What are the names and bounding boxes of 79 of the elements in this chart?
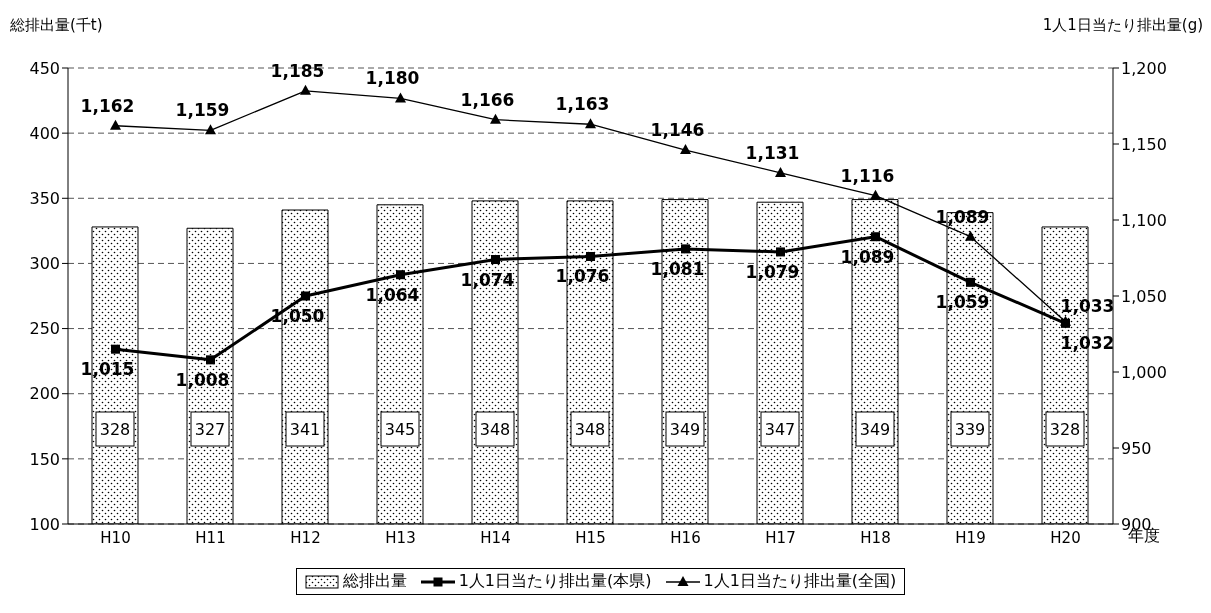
point <box>396 270 405 280</box>
x-tick-label: H12 <box>290 528 321 547</box>
legend-label: 1人1日当たり排出量(全国) <box>703 571 897 592</box>
point <box>585 118 596 129</box>
y-tick-label: 250 <box>29 319 60 339</box>
point <box>111 344 120 354</box>
point <box>775 166 786 177</box>
data-label: 1,159 <box>175 100 230 121</box>
point <box>776 247 785 257</box>
data-label: 1,185 <box>270 60 325 81</box>
data-label: 339 <box>954 420 986 439</box>
data-label: 1,059 <box>935 292 990 313</box>
y2-tick-label: 1,050 <box>1121 286 1167 306</box>
data-label: 328 <box>1049 420 1081 439</box>
point <box>586 251 595 261</box>
y-tick-label: 400 <box>29 123 60 143</box>
y2-tick-label: 1,100 <box>1121 210 1167 230</box>
y-tick-label: 150 <box>29 449 60 469</box>
data-label: 1,166 <box>460 89 515 110</box>
x-tick-label: H16 <box>670 528 701 547</box>
data-label: 1,015 <box>80 359 135 380</box>
y-axis-title: 総排出量(千t) <box>10 16 103 35</box>
y-tick-label: 300 <box>29 254 60 274</box>
data-label: 349 <box>669 420 701 439</box>
x-tick-label: H18 <box>860 528 891 547</box>
data-label: 345 <box>384 420 416 439</box>
point <box>206 355 215 365</box>
point <box>300 84 311 95</box>
y2-tick-label: 1,000 <box>1121 362 1167 382</box>
data-label: 1,116 <box>840 165 895 186</box>
x-tick-label: H14 <box>480 528 511 547</box>
y-tick-label: 200 <box>29 384 60 404</box>
legend-label: 総排出量 <box>342 571 407 592</box>
point <box>681 244 690 254</box>
data-label: 1,162 <box>80 95 135 116</box>
y2-tick-label: 1,150 <box>1121 134 1167 154</box>
x-tick-label: H13 <box>385 528 416 547</box>
point <box>110 119 121 130</box>
x-tick-label: H10 <box>100 528 131 547</box>
legend-label: 1人1日当たり排出量(本県) <box>458 571 652 592</box>
data-label: 1,180 <box>365 68 420 89</box>
data-label: 1,079 <box>745 261 800 282</box>
point <box>870 189 881 200</box>
data-label: 341 <box>289 420 321 439</box>
data-label: 1,081 <box>650 258 705 279</box>
data-label: 1,033 <box>1060 295 1115 316</box>
data-label: 1,089 <box>935 206 990 227</box>
point <box>871 232 880 242</box>
x-tick-label: H17 <box>765 528 796 547</box>
point <box>301 291 310 301</box>
y-tick-label: 100 <box>29 514 60 534</box>
data-label: 348 <box>574 420 606 439</box>
data-label: 1,032 <box>1060 333 1115 354</box>
data-label: 1,146 <box>650 120 705 141</box>
point <box>395 92 406 103</box>
x-tick-label: H15 <box>575 528 606 547</box>
point <box>490 113 501 124</box>
data-label: 327 <box>194 420 226 439</box>
y-tick-label: 450 <box>29 58 60 78</box>
x-tick-label: H19 <box>955 528 986 547</box>
data-label: 1,089 <box>840 246 895 267</box>
point <box>680 144 691 155</box>
data-label: 1,076 <box>555 266 610 287</box>
y2-axis-title: 1人1日当たり排出量(g) <box>1042 16 1203 35</box>
data-label: 348 <box>479 420 511 439</box>
x-tick-label: H20 <box>1050 528 1081 547</box>
y2-tick-label: 950 <box>1121 438 1152 458</box>
point <box>205 124 216 135</box>
data-label: 328 <box>99 420 131 439</box>
data-label: 347 <box>764 420 796 439</box>
y2-tick-label: 1,200 <box>1121 58 1167 78</box>
point <box>966 277 975 287</box>
data-label: 1,163 <box>555 94 610 115</box>
data-label: 349 <box>859 420 891 439</box>
y-tick-label: 350 <box>29 188 60 208</box>
data-label: 1,131 <box>745 142 800 163</box>
point <box>965 230 976 241</box>
x-tick-label: H11 <box>195 528 226 547</box>
point <box>491 255 500 265</box>
